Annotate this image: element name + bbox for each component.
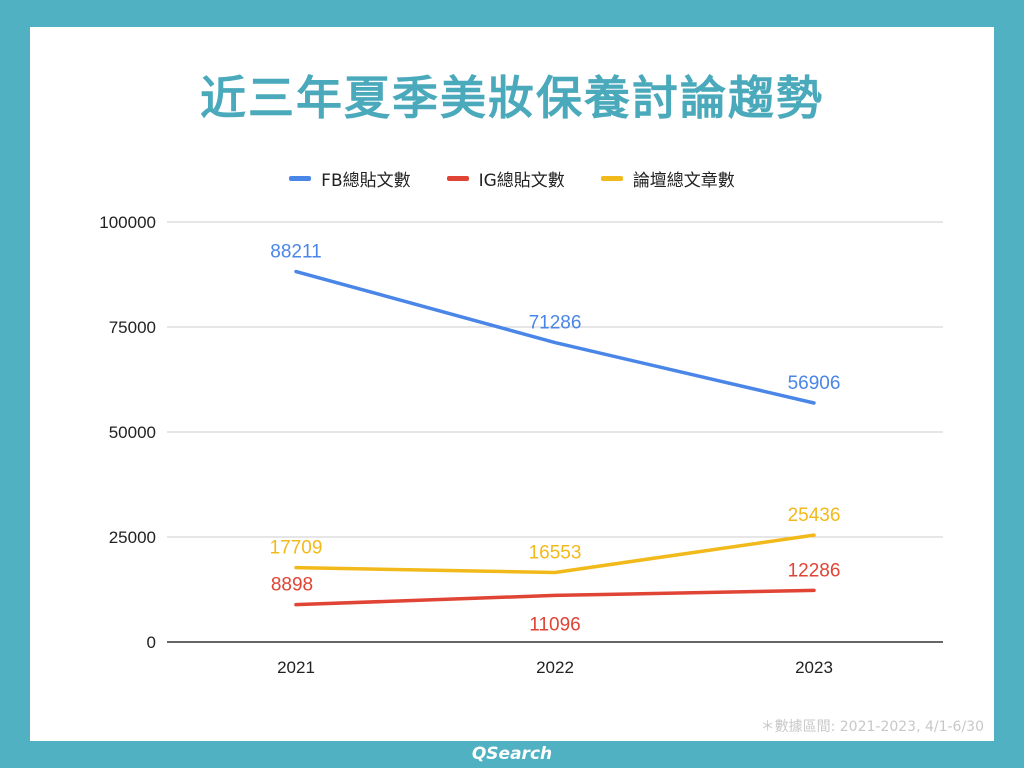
data-label: 71286: [529, 313, 582, 334]
y-tick-label: 75000: [109, 318, 156, 337]
y-tick-label: 25000: [109, 528, 156, 547]
data-label: 88211: [270, 242, 321, 263]
data-label: 25436: [788, 505, 841, 526]
legend-label-ig: IG總貼文數: [478, 171, 565, 191]
data-label: 16553: [529, 542, 582, 563]
data-label: 8898: [271, 575, 313, 596]
legend-swatch-forum: [600, 176, 623, 181]
y-tick-label: 50000: [109, 423, 156, 442]
brand-logo: QSearch: [471, 744, 553, 764]
data-label: 56906: [788, 373, 841, 394]
legend-swatch-ig: [446, 176, 469, 181]
series-line-2: [294, 533, 816, 575]
page-title: 近三年夏季美妝保養討論趨勢: [200, 71, 824, 125]
data-label: 11096: [529, 614, 580, 635]
chart-legend: FB總貼文數 IG總貼文數 論壇總文章數: [0, 166, 1024, 191]
x-tick-label: 2021: [277, 658, 315, 677]
legend-item-fb: FB總貼文數: [289, 166, 411, 191]
y-tick-label: 0: [147, 633, 156, 652]
legend-label-forum: 論壇總文章數: [632, 171, 735, 191]
chart-card: [30, 27, 994, 741]
legend-item-ig: IG總貼文數: [446, 166, 565, 191]
legend-item-forum: 論壇總文章數: [600, 166, 735, 191]
data-range-footnote: ＊數據區間: 2021-2023, 4/1-6/30: [760, 719, 984, 735]
legend-label-fb: FB總貼文數: [321, 171, 411, 191]
series-line-0: [294, 269, 816, 405]
x-tick-label: 2022: [536, 658, 574, 677]
legend-swatch-fb: [289, 176, 312, 181]
series-line-1: [294, 588, 816, 607]
data-label: 17709: [270, 538, 323, 559]
x-tick-label: 2023: [795, 658, 833, 677]
data-label: 12286: [788, 560, 841, 581]
y-tick-label: 100000: [99, 213, 156, 232]
